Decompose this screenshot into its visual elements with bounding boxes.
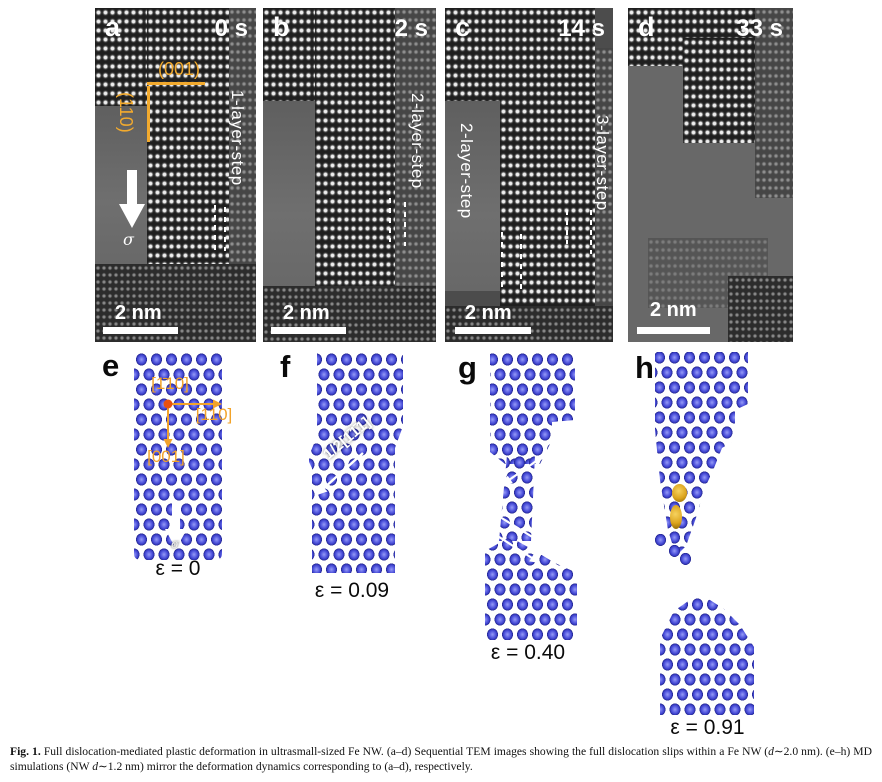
- tem-vacuum-region: [263, 101, 315, 291]
- crystal-axes-icon: [163, 399, 222, 448]
- scalebar-label: 2 nm: [283, 302, 330, 324]
- caption-text: Full dislocation-mediated plastic deform…: [10, 745, 872, 773]
- scalebar-label: 2 nm: [650, 299, 697, 321]
- panel-letter: d: [638, 12, 655, 42]
- plane-001-label: (001): [157, 59, 201, 79]
- plane-110-label: (110): [116, 92, 136, 133]
- scalebar-label: 2 nm: [115, 302, 162, 324]
- stress-arrow-icon: [165, 503, 187, 549]
- tem-lattice-texture: [500, 8, 595, 308]
- panel-letter: c: [455, 12, 471, 42]
- slip-arrows-icon: [495, 454, 546, 563]
- md-nanowire-h-bottom: [660, 597, 754, 715]
- tem-lattice-texture: [755, 8, 793, 198]
- dislocation-dash-line: [590, 210, 592, 254]
- strain-label: ε = 0.40: [490, 641, 566, 664]
- tem-lattice-texture: [229, 8, 256, 268]
- tem-lattice-texture: [595, 48, 613, 308]
- panel-letter: f: [280, 349, 291, 384]
- layer-step-label: 3-layer-step: [593, 115, 612, 211]
- plane-110-line: [147, 86, 150, 142]
- panel-letter: h: [635, 350, 654, 385]
- dislocation-dash-line: [501, 232, 503, 287]
- caption-label: Fig. 1.: [10, 745, 41, 758]
- tem-lattice-texture: [728, 276, 793, 342]
- tem-vacuum-region: [445, 101, 500, 291]
- tem-lattice-texture: [395, 8, 436, 288]
- layer-step-label: 1-layer-step: [228, 90, 247, 186]
- scalebar: [103, 327, 178, 334]
- gold-atom: [672, 484, 687, 502]
- dislocation-dash-line: [566, 210, 568, 244]
- sigma-label: σ: [171, 537, 180, 551]
- tem-lattice-texture: [445, 8, 500, 103]
- dislocation-dash-line: [404, 202, 406, 246]
- axis-right-label: [110]: [195, 405, 233, 424]
- time-label: 14 s: [558, 15, 605, 42]
- tem-panel-b: b 2 s 2-layer-step 2 nm: [263, 8, 436, 342]
- axis-down-label: [001]: [147, 447, 185, 466]
- tem-lattice-texture: [445, 306, 613, 342]
- stress-arrow-icon: [119, 170, 145, 228]
- dislocation-dash-line: [214, 205, 216, 253]
- tem-lattice-texture: [95, 8, 152, 108]
- tem-panel-a: a 0 s (001) (110) σ 1-layer-step 2 nm: [95, 8, 256, 342]
- md-nanowire-f: [309, 352, 403, 573]
- scalebar: [271, 327, 346, 334]
- panel-letter: b: [273, 12, 290, 42]
- tem-panel-c: c 14 s 2-layer-step 3-layer-step 2 nm: [445, 8, 613, 342]
- scalebar-label: 2 nm: [465, 302, 512, 324]
- sigma-label: σ: [123, 230, 134, 249]
- time-label: 0 s: [214, 15, 248, 42]
- layer-step-label: 2-layer-step: [457, 123, 476, 219]
- slip-arrow-icon: [317, 452, 364, 495]
- panel-letter: g: [458, 350, 477, 385]
- tem-lattice-texture: [315, 8, 395, 288]
- tem-lattice-texture: [147, 8, 229, 268]
- md-nanowire-h-top: [655, 352, 748, 556]
- strain-label: ε = 0.09: [314, 579, 390, 602]
- panel-letter: e: [102, 348, 120, 383]
- time-label: 33 s: [736, 15, 783, 42]
- axis-up-label: [1̄10]: [151, 374, 189, 393]
- strain-label: ε = 0: [155, 557, 201, 580]
- dislocation-dash-line: [224, 207, 226, 251]
- strain-label: ε = 0.91: [670, 716, 745, 739]
- gold-atom: [670, 505, 682, 529]
- time-label: 2 s: [394, 15, 428, 42]
- layer-step-label: 2-layer-step: [408, 93, 427, 189]
- panel-letter: a: [105, 12, 121, 42]
- dislocation-dash-line: [389, 198, 391, 242]
- single-atom: [678, 552, 693, 567]
- scalebar: [637, 327, 710, 334]
- tem-panel-d: d 33 s 2 nm: [628, 8, 793, 342]
- single-atom: [653, 533, 668, 548]
- tem-vacuum-region: [95, 106, 152, 266]
- plane-001-line: [147, 82, 205, 85]
- figure-caption: Fig. 1. Full dislocation-mediated plasti…: [10, 744, 872, 774]
- scalebar: [455, 327, 531, 334]
- tem-lattice-texture: [263, 8, 315, 103]
- dislocation-dash-line: [520, 234, 522, 289]
